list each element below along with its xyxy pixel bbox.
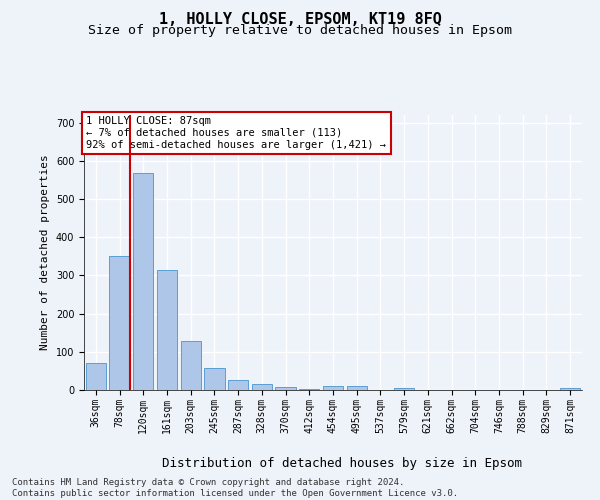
- Bar: [275, 387, 296, 390]
- Bar: [86, 364, 106, 390]
- Bar: [228, 380, 248, 390]
- Text: 1, HOLLY CLOSE, EPSOM, KT19 8FQ: 1, HOLLY CLOSE, EPSOM, KT19 8FQ: [158, 12, 442, 28]
- Bar: [157, 270, 177, 390]
- Bar: [394, 388, 414, 390]
- Bar: [181, 341, 201, 390]
- Text: Contains HM Land Registry data © Crown copyright and database right 2024.
Contai: Contains HM Land Registry data © Crown c…: [12, 478, 458, 498]
- Bar: [133, 174, 154, 390]
- Text: 1 HOLLY CLOSE: 87sqm
← 7% of detached houses are smaller (113)
92% of semi-detac: 1 HOLLY CLOSE: 87sqm ← 7% of detached ho…: [86, 116, 386, 150]
- Bar: [252, 384, 272, 390]
- Text: Distribution of detached houses by size in Epsom: Distribution of detached houses by size …: [162, 458, 522, 470]
- Bar: [299, 389, 319, 390]
- Bar: [560, 388, 580, 390]
- Bar: [347, 386, 367, 390]
- Y-axis label: Number of detached properties: Number of detached properties: [40, 154, 50, 350]
- Bar: [323, 386, 343, 390]
- Bar: [205, 368, 224, 390]
- Bar: [109, 256, 130, 390]
- Text: Size of property relative to detached houses in Epsom: Size of property relative to detached ho…: [88, 24, 512, 37]
